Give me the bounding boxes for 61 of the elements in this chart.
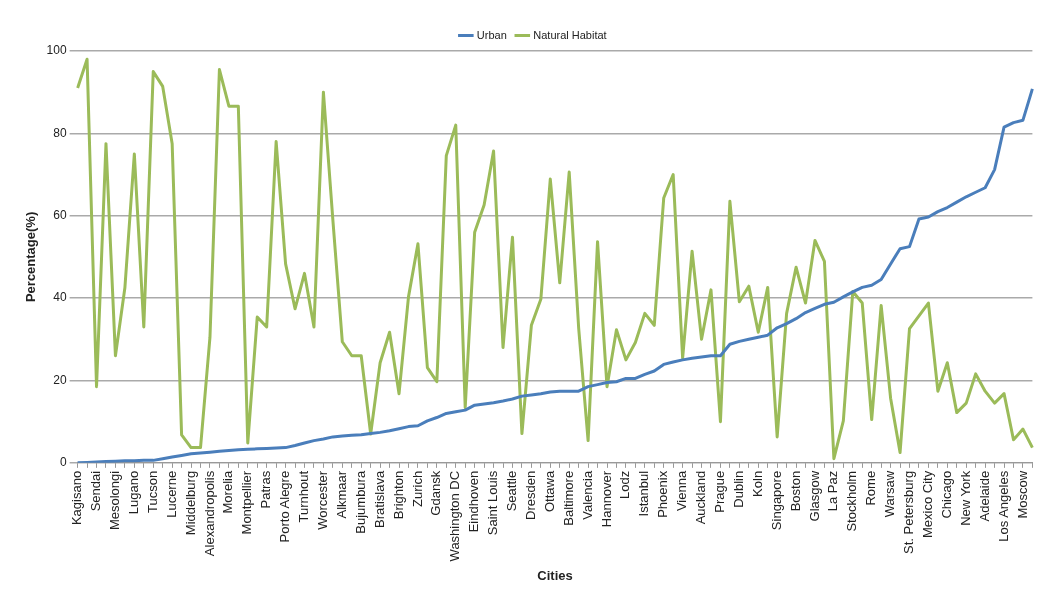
x-tick-label: Alkmaar <box>333 470 349 519</box>
y-tick-label: 80 <box>53 125 67 140</box>
x-tick-label: Lugano <box>125 470 141 515</box>
x-tick-label: Prague <box>712 470 728 513</box>
y-tick-label: 40 <box>53 290 67 305</box>
y-tick-label: 0 <box>59 455 67 470</box>
x-tick-label: Dresden <box>522 470 538 520</box>
x-tick-label: Porto Alegre <box>277 470 293 543</box>
x-tick-label: Gdansk <box>428 470 444 516</box>
x-tick-label: Hannover <box>598 470 614 528</box>
x-tick-label: Baltimore <box>560 470 576 526</box>
x-tick-label: Zurich <box>409 470 425 507</box>
x-tick-label: Los Angeles <box>995 470 1011 542</box>
x-tick-label: Alexandropolis <box>201 470 217 557</box>
legend-label: Urban <box>476 28 507 41</box>
x-tick-label: Phoenix <box>655 470 671 518</box>
x-tick-label: St. Petersburg <box>901 470 917 554</box>
x-tick-label: Koln <box>749 470 765 497</box>
x-tick-label: Bujumbura <box>352 470 368 534</box>
x-tick-label: Tucson <box>144 470 160 513</box>
x-tick-label: Moscow <box>1014 470 1030 519</box>
x-tick-label: Stockholm <box>844 470 860 532</box>
x-tick-label: Adelaide <box>976 470 992 522</box>
x-tick-label: Mexico City <box>919 470 935 539</box>
x-tick-label: Chicago <box>938 470 954 519</box>
x-tick-label: Kagisano <box>69 470 85 526</box>
x-tick-label: Rome <box>863 470 879 506</box>
x-tick-label: Istanbul <box>636 470 652 517</box>
y-tick-label: 60 <box>53 208 67 223</box>
x-tick-label: Lucerne <box>163 470 179 518</box>
x-tick-label: Turnhout <box>296 470 312 523</box>
y-tick-label: 20 <box>53 372 67 387</box>
x-tick-label: Glasgow <box>806 470 822 522</box>
x-tick-label: Mesolongi <box>107 470 123 531</box>
x-tick-label: Worcester <box>314 470 330 530</box>
x-tick-label: Ottawa <box>541 470 557 513</box>
legend-label: Natural Habitat <box>533 28 607 41</box>
y-tick-label: 100 <box>46 43 67 58</box>
x-tick-label: Washington DC <box>447 470 463 562</box>
x-tick-label: Bratislava <box>371 470 387 528</box>
x-tick-label: Dublin <box>730 470 746 508</box>
x-tick-label: Morelia <box>220 470 236 514</box>
x-tick-label: Vienna <box>674 470 690 512</box>
x-tick-label: Montpellier <box>239 470 255 535</box>
x-tick-label: Auckland <box>693 470 709 525</box>
x-tick-label: Lodz <box>617 470 633 500</box>
x-tick-label: Singapore <box>768 470 784 531</box>
x-tick-label: New York <box>957 470 973 526</box>
x-tick-label: Patras <box>258 470 274 509</box>
x-tick-label: Middelburg <box>182 470 198 536</box>
x-tick-label: Boston <box>787 470 803 512</box>
x-tick-label: Seattle <box>504 470 520 512</box>
x-tick-label: Warsaw <box>882 470 898 518</box>
x-axis-title: Cities <box>537 567 573 583</box>
x-tick-label: Brighton <box>390 470 406 520</box>
x-tick-label: Sendai <box>88 470 104 512</box>
x-tick-label: Valencia <box>579 470 595 520</box>
x-tick-label: La Paz <box>825 470 841 512</box>
x-tick-label: Saint Louis <box>485 470 501 536</box>
x-tick-label: Eindhoven <box>466 470 482 533</box>
y-axis-title: Percentage(%) <box>23 211 39 303</box>
